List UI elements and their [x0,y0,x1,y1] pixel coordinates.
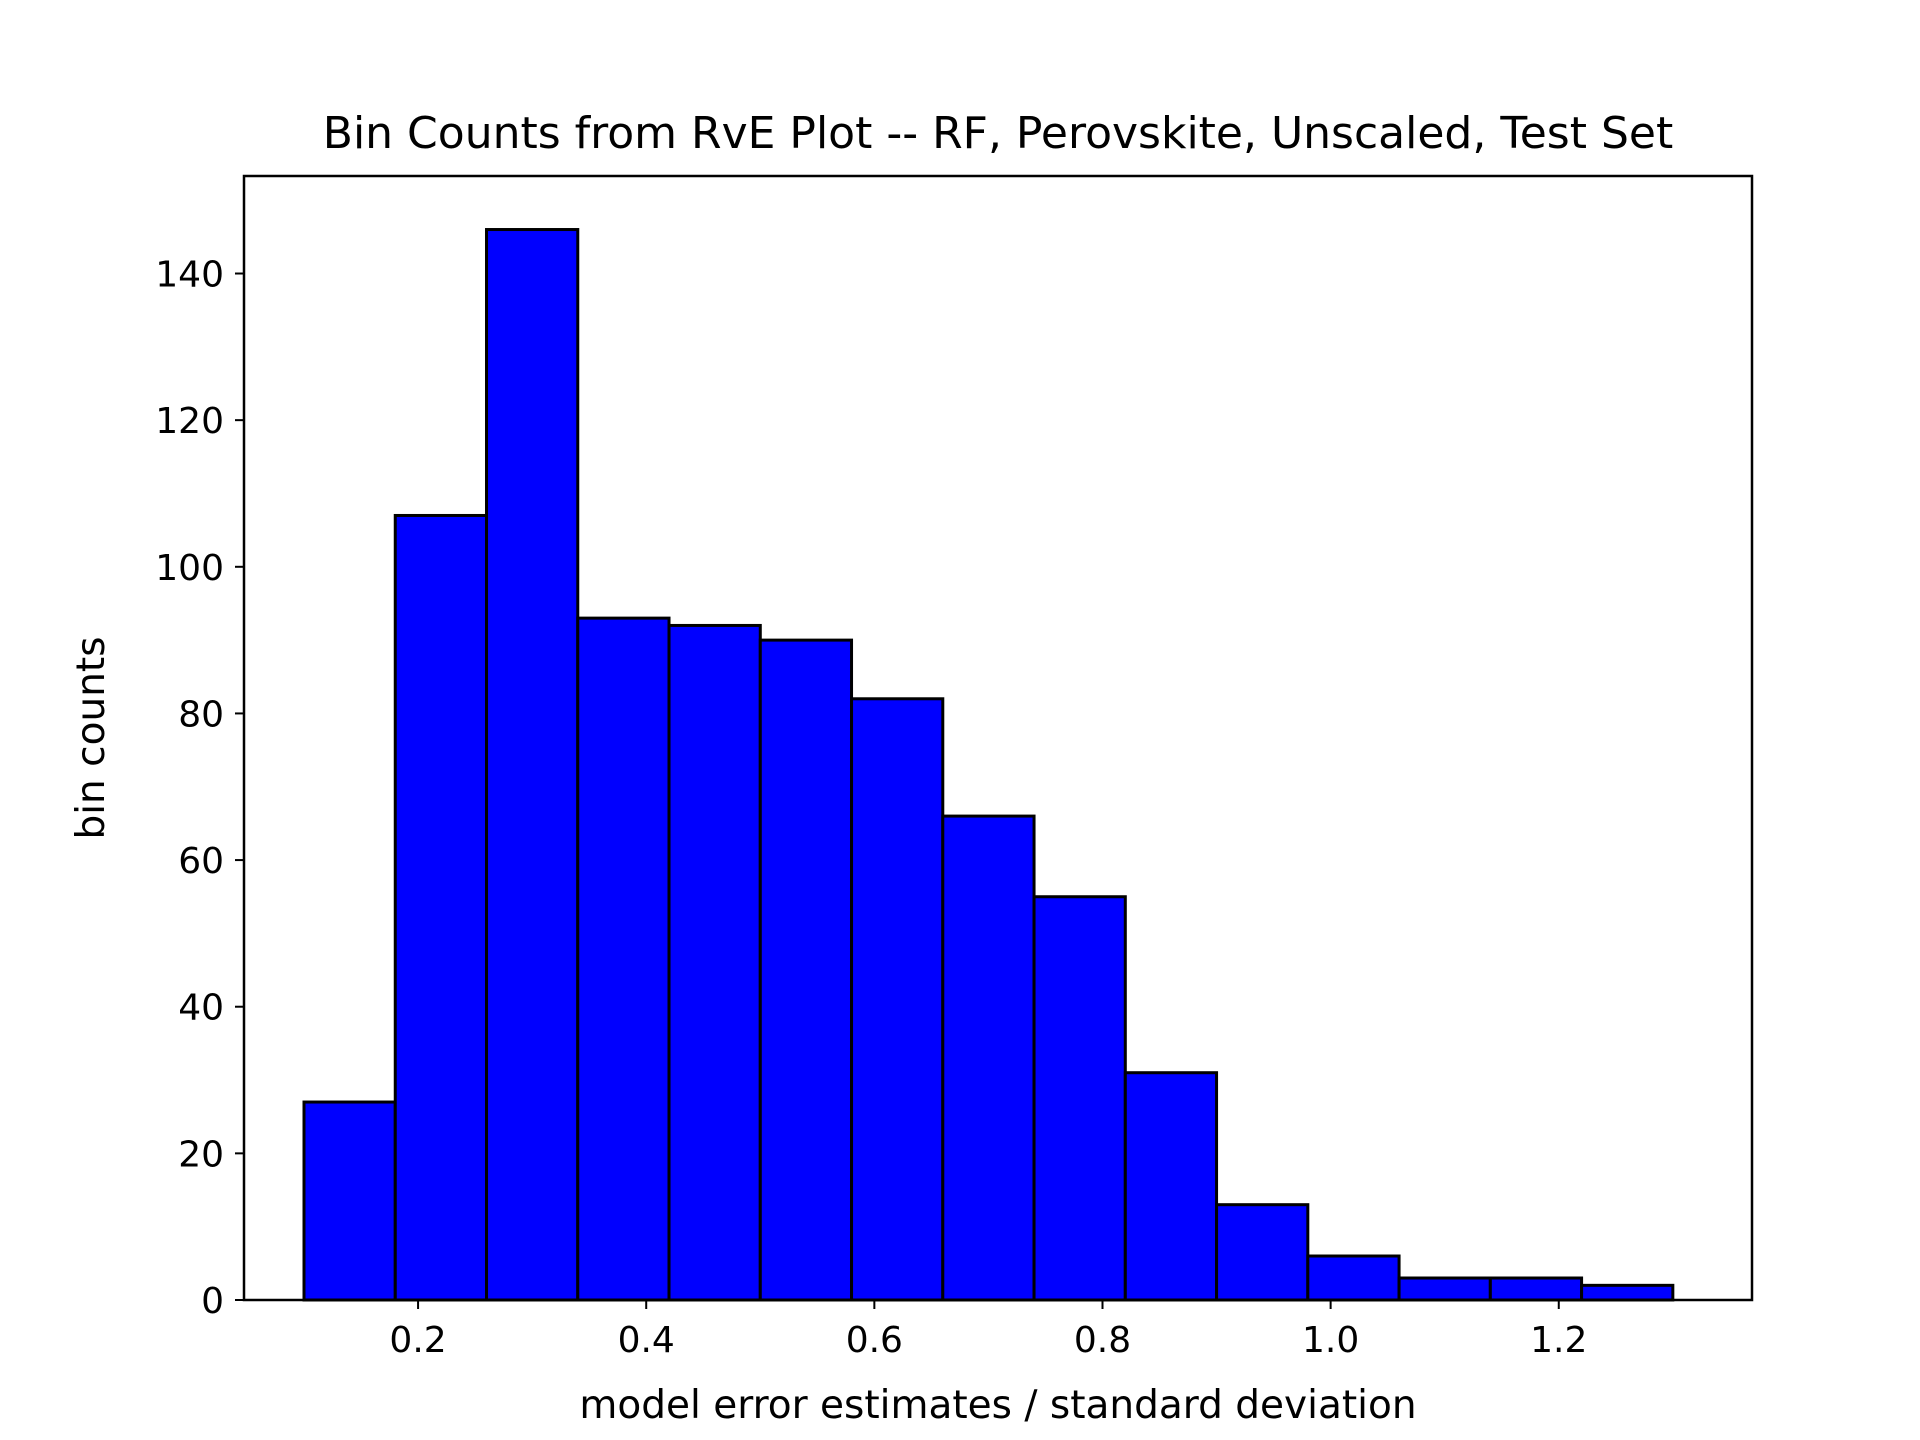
axes-frame [242,174,1754,1302]
y-tick-label: 60 [178,841,224,882]
histogram-bar [302,1100,397,1302]
chart-title: Bin Counts from RvE Plot -- RF, Perovski… [323,108,1673,159]
y-axis-label: bin counts [69,636,114,839]
y-tick-label: 0 [201,1281,224,1322]
x-tick-label: 1.2 [1530,1320,1587,1361]
histogram-bar [758,638,854,1302]
y-tick-label: 80 [178,694,224,735]
histogram-bar [1397,1276,1492,1302]
x-axis-label: model error estimates / standard deviati… [579,1383,1416,1428]
y-tick-label: 20 [178,1134,224,1175]
x-tick-label: 1.0 [1302,1320,1359,1361]
ticks-layer: 0.2 0.4 0.6 0.8 1.0 1.2 0 20 40 60 80 100 120 140 [155,255,1587,1361]
histogram-bar [485,228,580,1302]
histogram-bar [941,814,1036,1302]
x-tick-label: 0.2 [389,1320,446,1361]
histogram-bar [667,623,762,1302]
histogram-bar [1580,1283,1675,1302]
y-tick-label: 100 [155,548,224,589]
histogram-bar [850,697,945,1302]
x-tick-label: 0.8 [1074,1320,1131,1361]
histogram-bar [1306,1254,1401,1302]
y-tick-label: 40 [178,988,224,1029]
x-tick-label: 0.6 [846,1320,903,1361]
histogram-bar [393,513,489,1302]
histogram-bar [1215,1203,1310,1302]
x-tick-label: 0.4 [618,1320,675,1361]
y-tick-label: 120 [155,401,224,442]
histogram-bar [1032,895,1127,1302]
y-tick-label: 140 [155,255,224,296]
histogram-bar [1123,1071,1219,1302]
histogram-bar [1488,1276,1584,1302]
bars-layer [302,228,1675,1302]
histogram-bar [576,616,671,1302]
